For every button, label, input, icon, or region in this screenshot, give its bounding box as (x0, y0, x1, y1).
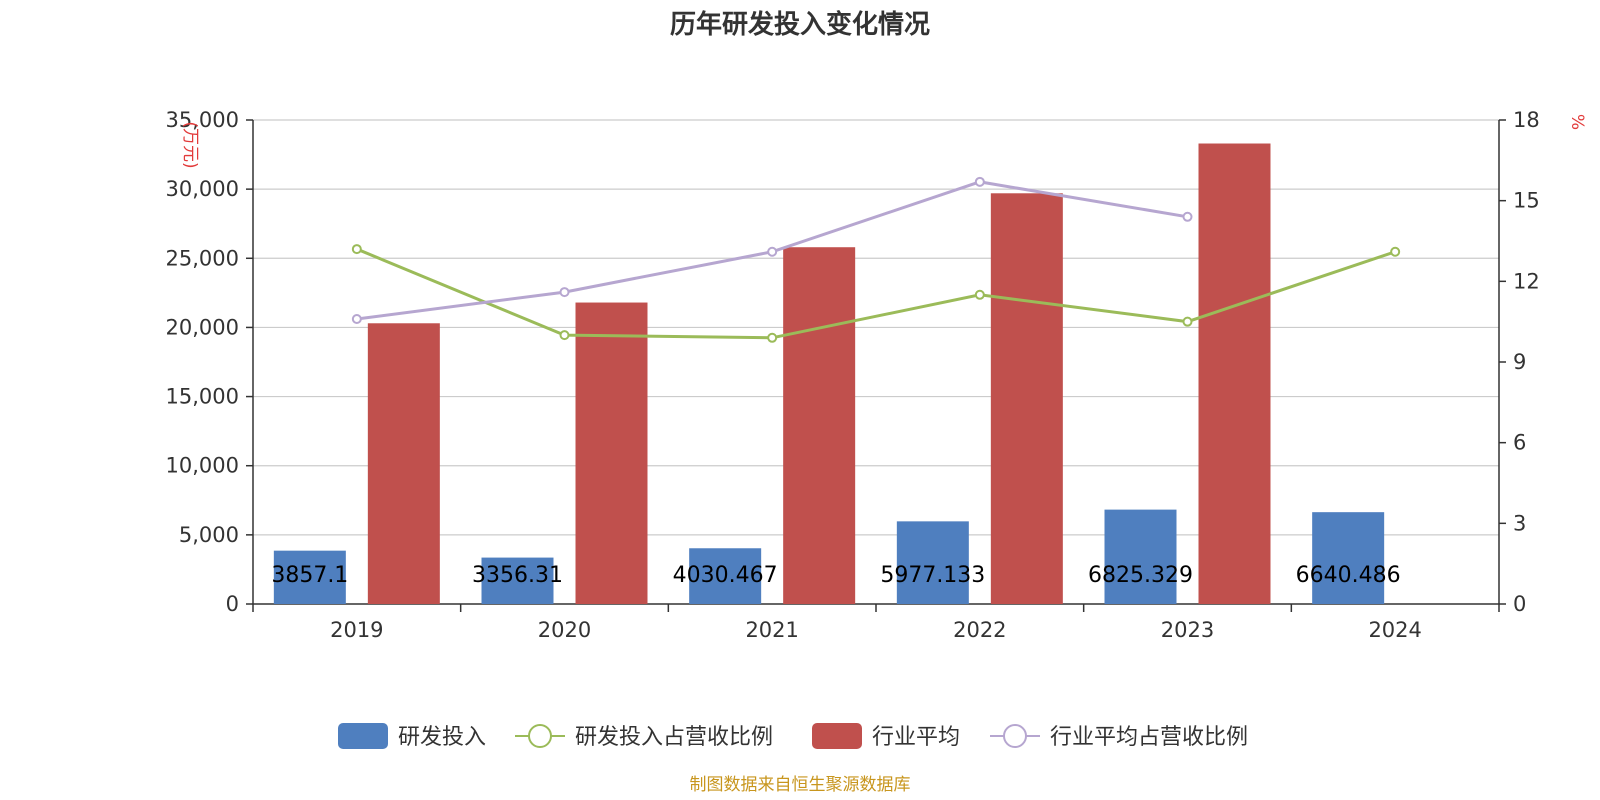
point-industry-ratio (559, 287, 570, 298)
bar-data-label: 6825.329 (1088, 563, 1193, 588)
bar-rd-investment (896, 521, 969, 604)
x-tick-label: 2024 (1368, 618, 1421, 642)
bar-data-label: 4030.467 (673, 563, 778, 588)
x-tick-label: 2022 (953, 618, 1006, 642)
right-tick-label: 3 (1513, 511, 1526, 535)
data-labels: 3857.1 3356.31 4030.467 5977.133 6825.329 664… (271, 563, 1400, 588)
bar-rd-investment (1104, 509, 1177, 604)
chart-title: 历年研发投入变化情况 (670, 9, 930, 40)
point-industry-ratio (351, 313, 362, 324)
bar-rd-investment (689, 548, 762, 604)
bar-industry-average (575, 302, 648, 604)
point-industry-ratio (1182, 211, 1193, 222)
x-tick-label: 2021 (745, 618, 798, 642)
legend-label: 行业平均占营收比例 (1050, 725, 1248, 750)
left-tick-label: 25,000 (166, 246, 239, 270)
bar-rd-investment (481, 557, 554, 604)
left-tick-label: 5,000 (179, 523, 239, 547)
right-axis-unit: % (1567, 114, 1587, 130)
x-tick-label: 2020 (538, 618, 591, 642)
point-rd-ratio (767, 332, 778, 343)
right-tick-label: 15 (1513, 189, 1540, 213)
bar-data-label: 3857.1 (271, 563, 348, 588)
point-industry-ratio (767, 246, 778, 257)
left-tick-label: 35,000 (166, 108, 239, 132)
left-tick-label: 0 (226, 592, 239, 616)
right-tick-label: 12 (1513, 269, 1540, 293)
point-rd-ratio (974, 289, 985, 300)
left-tick-label: 30,000 (166, 177, 239, 201)
legend-swatch-bar (338, 723, 388, 749)
legend-swatch-marker (1003, 724, 1027, 748)
bar-industry-average (367, 323, 440, 604)
legend-label: 研发投入占营收比例 (575, 725, 773, 750)
legend: 研发投入 研发投入占营收比例 行业平均 行业平均占营收比例 (338, 723, 1248, 750)
grid (253, 119, 1499, 536)
left-tick-label: 20,000 (166, 315, 239, 339)
bar-data-label: 3356.31 (472, 563, 563, 588)
left-tick-label: 10,000 (166, 454, 239, 478)
lines (351, 176, 1401, 343)
left-tick-label: 15,000 (166, 385, 239, 409)
right-tick-label: 0 (1513, 592, 1526, 616)
legend-label: 行业平均 (872, 725, 960, 750)
axes: 0 5,000 10,000 15,000 20,000 25,000 30,000 35,0… (166, 108, 1587, 642)
legend-swatch-marker (528, 724, 552, 748)
right-tick-label: 6 (1513, 431, 1526, 455)
left-axis-unit: (万元) (180, 121, 200, 168)
point-rd-ratio (559, 330, 570, 341)
bar-industry-average (990, 193, 1063, 604)
bar-industry-average (1198, 143, 1271, 604)
source-note: 制图数据来自恒生聚源数据库 (690, 775, 911, 795)
bar-data-label: 6640.486 (1296, 563, 1401, 588)
point-industry-ratio (974, 176, 985, 187)
point-rd-ratio (1182, 316, 1193, 327)
bar-industry-average (783, 247, 856, 605)
point-rd-ratio (351, 244, 362, 255)
bar-rd-investment (273, 550, 346, 604)
legend-label: 研发投入 (398, 725, 486, 750)
x-tick-label: 2023 (1161, 618, 1214, 642)
point-rd-ratio (1390, 246, 1401, 257)
bar-data-label: 5977.133 (880, 563, 985, 588)
legend-swatch-bar (812, 723, 862, 749)
right-tick-label: 18 (1513, 108, 1540, 132)
x-tick-label: 2019 (330, 618, 383, 642)
bar-rd-investment (1312, 512, 1385, 604)
bars (273, 143, 1385, 605)
right-tick-label: 9 (1513, 350, 1526, 374)
line-rd-ratio (356, 247, 1396, 340)
